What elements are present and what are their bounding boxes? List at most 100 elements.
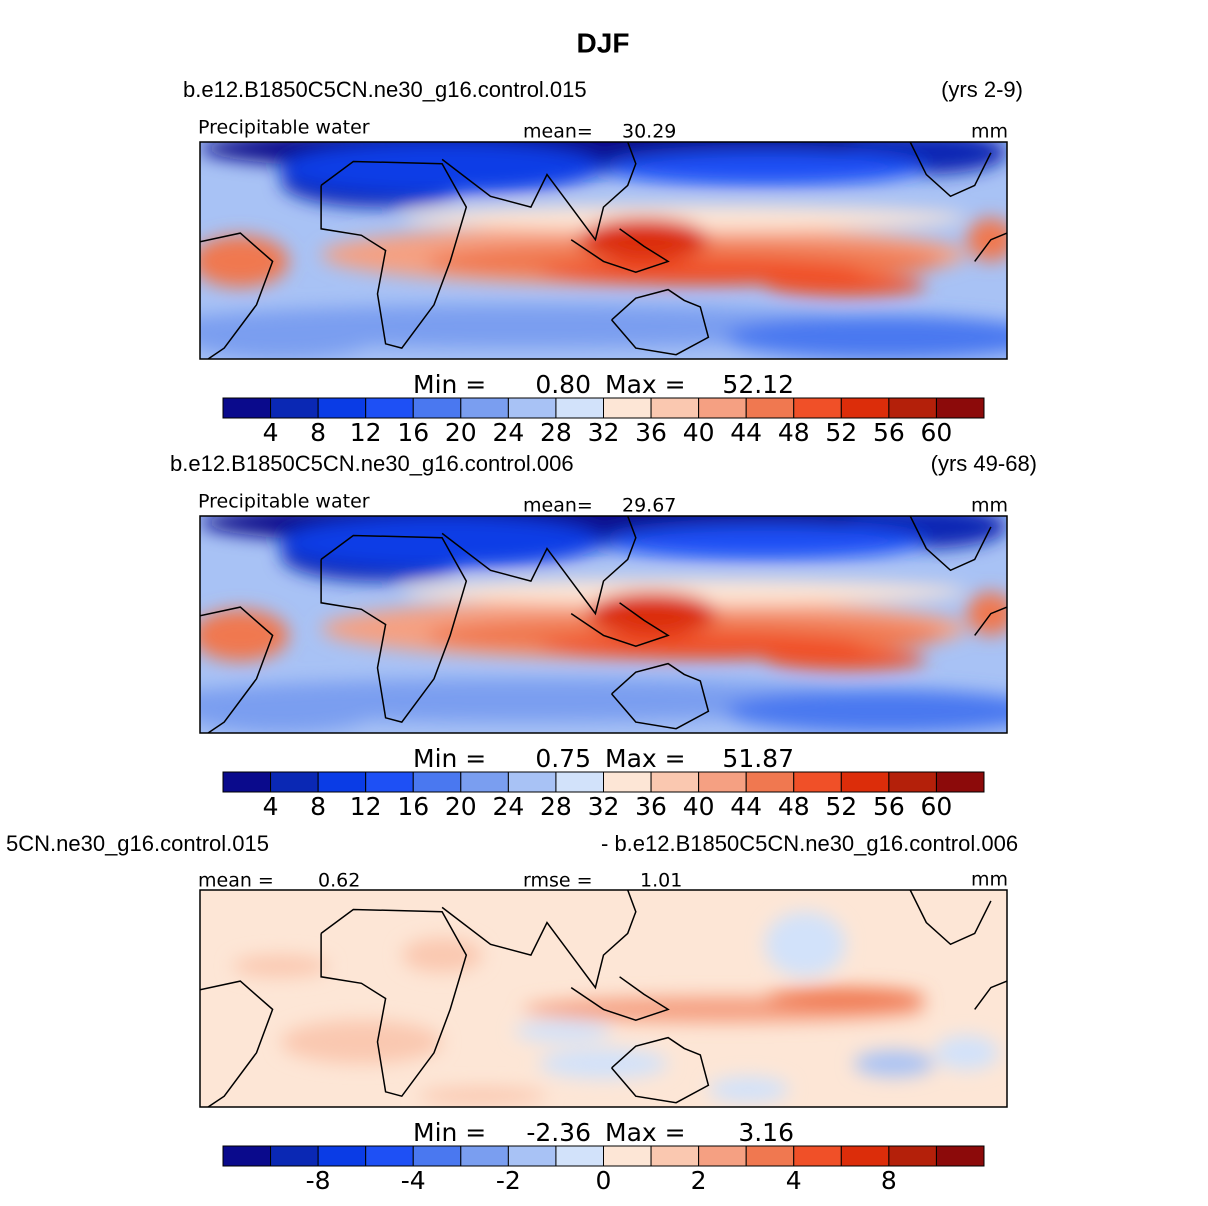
colorbar-box bbox=[365, 1145, 414, 1167]
field-blob bbox=[401, 204, 967, 231]
panel: 5CN.ne30_g16.control.015 - b.e12.B1850C5C… bbox=[6, 831, 1018, 1195]
colorbar-box bbox=[507, 771, 557, 793]
field-blob bbox=[724, 689, 1007, 733]
map bbox=[200, 890, 1007, 1107]
coastline bbox=[320, 534, 468, 723]
colorbar-box bbox=[460, 771, 509, 793]
coastline bbox=[909, 142, 992, 198]
colorbar-tick-label: 56 bbox=[873, 792, 905, 821]
colorbar-box bbox=[460, 1145, 509, 1167]
coastline bbox=[441, 890, 637, 990]
colorbar-tick-label: 8 bbox=[310, 792, 326, 821]
colorbar-box bbox=[888, 771, 937, 793]
variable-label: Precipitable water bbox=[198, 491, 370, 513]
field-blob bbox=[200, 689, 378, 733]
colorbar-tick-label: 44 bbox=[730, 792, 762, 821]
colorbar-box bbox=[222, 1145, 272, 1167]
field-blob bbox=[966, 591, 1007, 636]
figure-title: DJF bbox=[577, 27, 630, 58]
colorbar-tick-label: 8 bbox=[881, 1166, 897, 1195]
mean-value: 0.62 bbox=[318, 870, 360, 892]
min-value: 0.75 bbox=[535, 744, 591, 773]
colorbar-tick-label: 60 bbox=[921, 418, 953, 447]
years-label: (yrs 2-9) bbox=[941, 77, 1023, 102]
colorbar-box bbox=[935, 1145, 985, 1167]
colorbar-box bbox=[412, 771, 462, 793]
colorbar-box bbox=[555, 397, 604, 419]
colorbar-box bbox=[793, 397, 842, 419]
colorbar-tick-label: 36 bbox=[635, 418, 667, 447]
colorbar-tick-label: 12 bbox=[350, 792, 382, 821]
colorbar-box bbox=[935, 397, 985, 419]
colorbar-box bbox=[745, 771, 795, 793]
rmse-value: 1.01 bbox=[640, 870, 682, 892]
years-label: (yrs 49-68) bbox=[931, 451, 1037, 476]
map bbox=[200, 516, 1007, 733]
colorbar-box bbox=[270, 771, 319, 793]
colorbar-box bbox=[412, 1145, 462, 1167]
min-value: 0.80 bbox=[535, 370, 591, 399]
colorbar-box bbox=[888, 1145, 937, 1167]
mean-value: 30.29 bbox=[622, 121, 676, 143]
max-label: Max = bbox=[605, 1118, 686, 1147]
coastline bbox=[909, 890, 992, 946]
colorbar-tick-label: 16 bbox=[397, 792, 429, 821]
colorbar-tick-label: 28 bbox=[540, 792, 572, 821]
field-blob bbox=[401, 937, 483, 973]
colorbar-tick-label: 60 bbox=[921, 792, 953, 821]
field-blob bbox=[603, 524, 927, 560]
coastline bbox=[974, 606, 1007, 636]
colorbar-box bbox=[698, 397, 747, 419]
field-blob bbox=[401, 578, 967, 605]
colorbar-box bbox=[507, 397, 557, 419]
colorbar-tick-label: 40 bbox=[683, 418, 715, 447]
colorbar-tick-label: 8 bbox=[310, 418, 326, 447]
max-value: 51.87 bbox=[722, 744, 794, 773]
max-value: 52.12 bbox=[722, 370, 794, 399]
colorbar-box bbox=[270, 1145, 319, 1167]
colorbar-tick-label: 36 bbox=[635, 792, 667, 821]
map-frame bbox=[199, 141, 1008, 360]
case-label: 5CN.ne30_g16.control.015 bbox=[6, 831, 269, 856]
colorbar-box bbox=[365, 771, 414, 793]
panel: b.e12.B1850C5CN.ne30_g16.control.006 (yrs… bbox=[170, 451, 1037, 821]
field-blob bbox=[764, 274, 927, 297]
colorbar-box bbox=[603, 771, 652, 793]
field-blob bbox=[966, 217, 1007, 262]
colorbar-box bbox=[840, 1145, 890, 1167]
units-label: mm bbox=[971, 495, 1008, 517]
colorbar-box bbox=[555, 771, 604, 793]
colorbar-box bbox=[650, 1145, 700, 1167]
colorbar-box bbox=[698, 771, 747, 793]
colorbar-tick-label: 52 bbox=[825, 792, 857, 821]
min-label: Min = bbox=[413, 744, 486, 773]
colorbar-box bbox=[317, 771, 367, 793]
field-blob bbox=[417, 1087, 548, 1105]
case2-label: - b.e12.B1850C5CN.ne30_g16.control.006 bbox=[601, 831, 1018, 856]
colorbar-tick-label: 48 bbox=[778, 792, 810, 821]
colorbar-tick-label: 20 bbox=[445, 418, 477, 447]
colorbar-tick-label: 32 bbox=[588, 792, 620, 821]
coastline bbox=[570, 228, 670, 273]
field-blob bbox=[280, 142, 604, 195]
field-blob bbox=[200, 235, 289, 288]
units-label: mm bbox=[971, 869, 1008, 891]
colorbar-tick-label: 16 bbox=[397, 418, 429, 447]
field-blob bbox=[200, 315, 378, 359]
field-blob bbox=[200, 609, 289, 662]
colorbar-box bbox=[698, 1145, 747, 1167]
field bbox=[200, 516, 1007, 733]
colorbar-box bbox=[793, 771, 842, 793]
rmse-label: rmse = bbox=[523, 870, 593, 892]
colorbar-box bbox=[222, 397, 272, 419]
coastline bbox=[200, 606, 274, 733]
coastline bbox=[611, 662, 710, 730]
coastline bbox=[200, 980, 274, 1107]
colorbar-box bbox=[840, 397, 890, 419]
mean-label: mean = bbox=[198, 870, 274, 892]
field-blob bbox=[280, 1020, 443, 1064]
colorbar-tick-label: 20 bbox=[445, 792, 477, 821]
min-label: Min = bbox=[413, 1118, 486, 1147]
colorbar-tick-label: 4 bbox=[263, 418, 279, 447]
